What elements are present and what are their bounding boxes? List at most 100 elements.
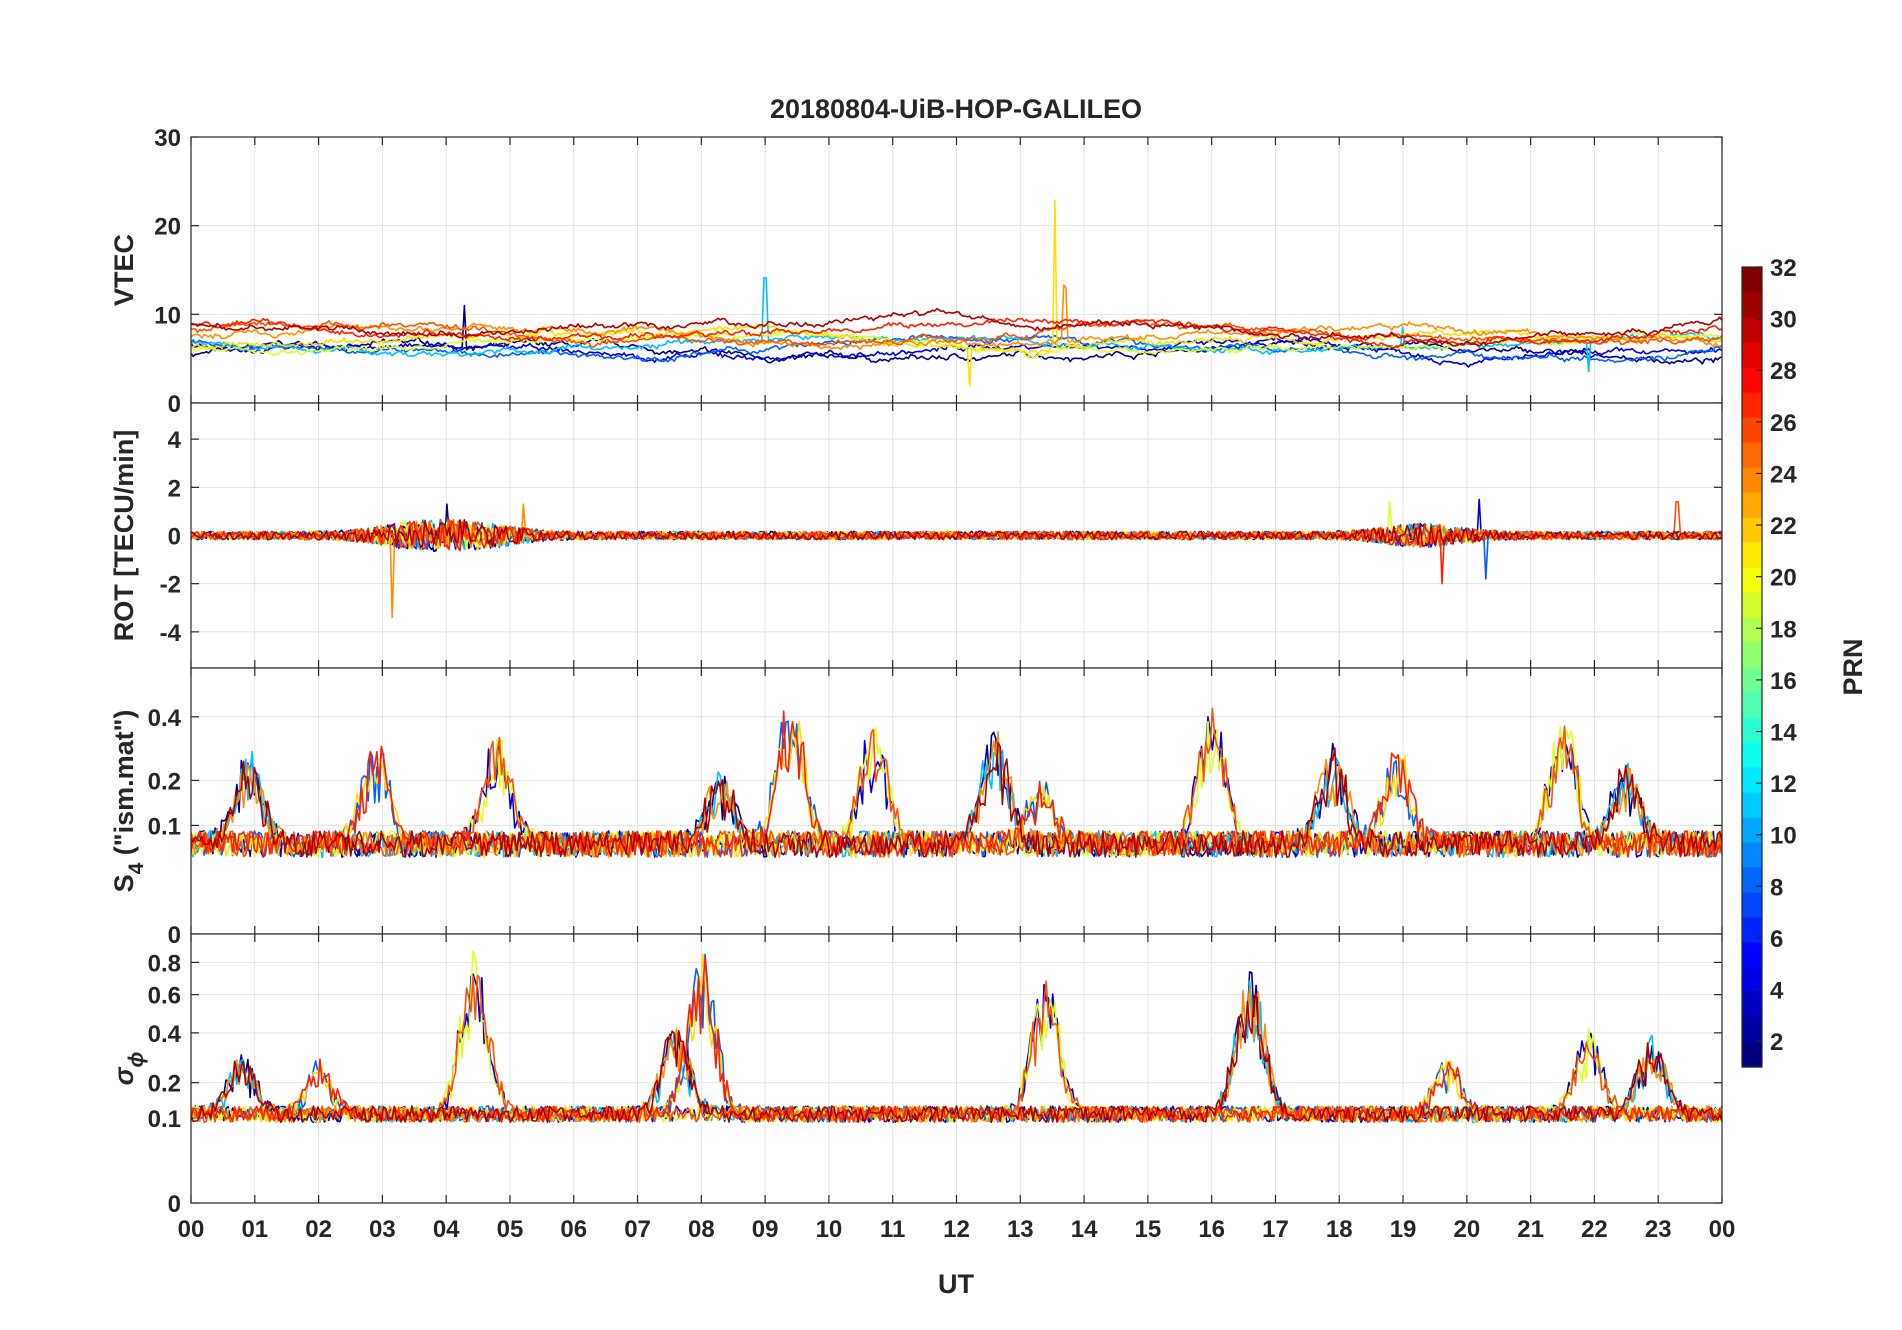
y-tick-label: 20 — [154, 214, 181, 241]
colorbar-tick-label: 30 — [1770, 307, 1797, 334]
panel-vtec-series — [191, 199, 1722, 387]
panel-sigma-frame — [190, 933, 1723, 1204]
colorbar-swatch — [1742, 942, 1762, 968]
colorbar-swatch — [1742, 717, 1762, 743]
colorbar-tick-label: 24 — [1770, 461, 1797, 488]
y-tick-label: 30 — [154, 125, 181, 152]
x-tick-label: 15 — [1135, 1216, 1162, 1243]
panel-s4-series — [191, 707, 1722, 858]
colorbar-tick-label: 18 — [1770, 616, 1797, 643]
colorbar-tick-label: 10 — [1770, 823, 1797, 850]
colorbar-tick-label: 6 — [1770, 926, 1783, 953]
y-tick-label: 0.2 — [148, 1071, 181, 1098]
colorbar-swatch — [1742, 1042, 1762, 1068]
x-axis-label: UT — [938, 1269, 974, 1299]
x-tick-label: 13 — [1007, 1216, 1034, 1243]
y-axis-label-main: σ — [109, 1066, 139, 1085]
series-rot-prn-31 — [191, 519, 1722, 549]
colorbar-swatch — [1742, 342, 1762, 368]
y-axis-label-sub: ϕ — [125, 1051, 148, 1067]
x-tick-label: 16 — [1198, 1216, 1225, 1243]
series-vtec-prn-26 — [191, 319, 1722, 348]
y-axis-label-rest: ("ism.mat") — [109, 710, 139, 863]
y-tick-label: 0 — [168, 524, 181, 551]
colorbar-swatch — [1742, 392, 1762, 418]
colorbar-swatch — [1742, 842, 1762, 868]
panel-vtec: 0 10 20 30 VTEC — [109, 125, 1723, 418]
x-tick-label: 14 — [1071, 1216, 1098, 1243]
series-vtec-prn-24 — [191, 284, 1722, 351]
y-axis-label-sub: 4 — [125, 862, 148, 874]
x-tick-label: 01 — [241, 1216, 268, 1243]
colorbar-swatch — [1742, 567, 1762, 593]
colorbar-swatch — [1742, 667, 1762, 693]
panel-rot: -4 -2 0 2 4 ROT [TECU/min] — [109, 402, 1723, 669]
panel-rot-series — [191, 498, 1722, 619]
series-vtec-prn-7 — [191, 333, 1722, 364]
colorbar-tick-label: 16 — [1770, 668, 1797, 695]
y-axis-label-vtec: VTEC — [109, 234, 139, 306]
y-tick-label: 0.1 — [148, 813, 181, 840]
colorbar-tick-label: 4 — [1770, 978, 1784, 1005]
x-tick-label: 04 — [433, 1216, 460, 1243]
x-tick-label: 07 — [624, 1216, 651, 1243]
colorbar-swatch — [1742, 492, 1762, 518]
colorbar-swatch — [1742, 317, 1762, 343]
x-tick-label: 09 — [752, 1216, 779, 1243]
colorbar-tick-label: 28 — [1770, 358, 1797, 385]
series-s4-prn-31 — [191, 742, 1722, 858]
colorbar-tick-label: 22 — [1770, 513, 1797, 540]
colorbar-frame — [1741, 266, 1763, 1068]
y-axis-label-sigma: σϕ — [109, 1051, 148, 1085]
colorbar-tick-label: 2 — [1770, 1029, 1783, 1056]
x-tick-label: 02 — [305, 1216, 332, 1243]
y-tick-label: 2 — [168, 475, 181, 502]
colorbar-swatch — [1742, 617, 1762, 643]
colorbar-swatch — [1742, 292, 1762, 318]
colorbar-tick-label: 26 — [1770, 410, 1797, 437]
y-tick-label: 0.4 — [148, 1021, 182, 1048]
series-sigma-prn-31 — [191, 993, 1722, 1124]
colorbar-swatch — [1742, 642, 1762, 668]
colorbar-swatch — [1742, 542, 1762, 568]
colorbar-swatch — [1742, 442, 1762, 468]
x-tick-label: 00 — [1709, 1216, 1736, 1243]
y-tick-label: -2 — [160, 572, 181, 599]
y-axis-label-rot: ROT [TECU/min] — [109, 430, 139, 641]
series-vtec-prn-31 — [191, 307, 1722, 347]
x-tick-label: 12 — [943, 1216, 970, 1243]
y-tick-label: 0.4 — [148, 705, 182, 732]
x-tick-label: 20 — [1453, 1216, 1480, 1243]
colorbar-swatch — [1742, 417, 1762, 443]
x-tick-label: 00 — [178, 1216, 205, 1243]
colorbar-swatch — [1742, 267, 1762, 293]
colorbar-tick-label: 12 — [1770, 771, 1797, 798]
colorbar-swatch — [1742, 467, 1762, 493]
x-tick-label: 17 — [1262, 1216, 1289, 1243]
colorbar-swatch — [1742, 867, 1762, 893]
colorbar-tick-label: 32 — [1770, 255, 1797, 282]
x-tick-label: 23 — [1645, 1216, 1672, 1243]
x-tick-label: 03 — [369, 1216, 396, 1243]
y-tick-label: 0.1 — [148, 1106, 181, 1133]
y-axis-label-main: S — [109, 874, 139, 892]
colorbar-swatch — [1742, 817, 1762, 843]
x-tick-label: 08 — [688, 1216, 715, 1243]
y-tick-label: 0 — [168, 922, 181, 949]
x-tick-label: 06 — [560, 1216, 587, 1243]
colorbar-tick-label: 8 — [1770, 874, 1783, 901]
colorbar-swatch — [1742, 767, 1762, 793]
series-vtec-prn-11 — [191, 276, 1722, 373]
x-tick-label: 11 — [880, 1216, 905, 1243]
y-tick-label: -4 — [160, 620, 182, 647]
colorbar-swatch — [1742, 742, 1762, 768]
colorbar-label: PRN — [1838, 638, 1868, 695]
x-tick-label: 10 — [816, 1216, 843, 1243]
colorbar-swatch — [1742, 692, 1762, 718]
x-tick-label: 19 — [1390, 1216, 1417, 1243]
y-tick-label: 0.2 — [148, 768, 181, 795]
x-tick-label: 21 — [1517, 1216, 1544, 1243]
